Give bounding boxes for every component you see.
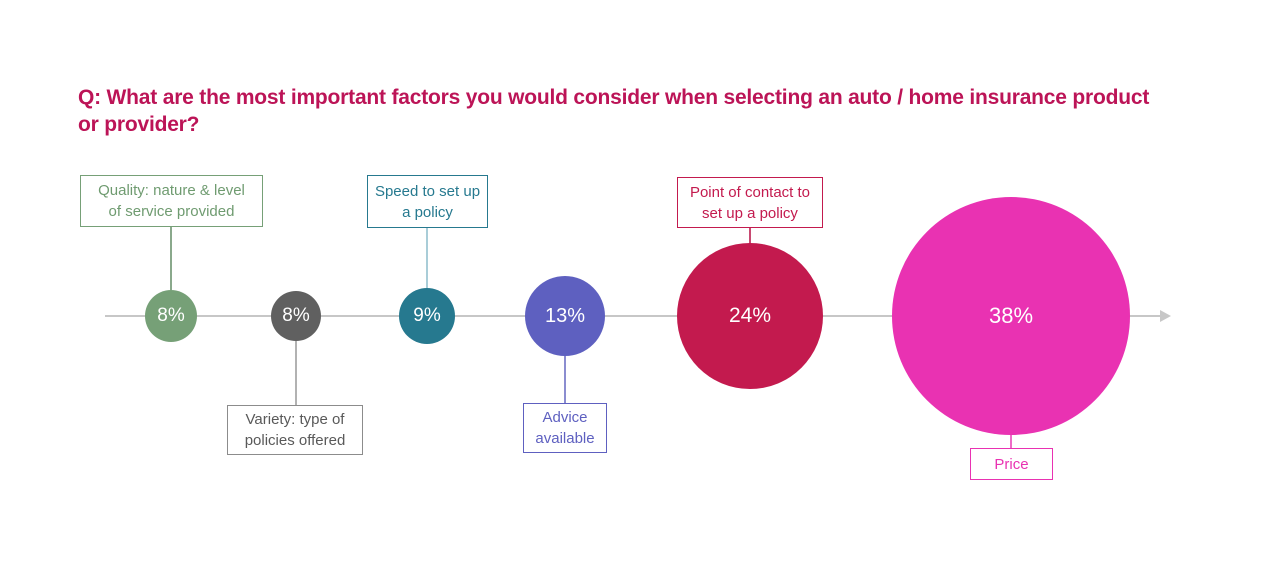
label-line: Quality: nature & level [98, 182, 245, 199]
bubble-speed: 9% [399, 288, 455, 344]
label-line: Speed to set up [374, 182, 481, 200]
label-line: of service provided [108, 203, 235, 220]
axis-line [105, 315, 1161, 317]
label-box-contact: Point of contact to set up a policy [677, 177, 823, 228]
label-box-advice: Advice available [523, 403, 607, 453]
label-box-speed: Speed to set up a policy [367, 175, 488, 228]
label-box-price: Price [970, 448, 1053, 480]
label-box-variety: Variety: type of policies offered [227, 405, 363, 455]
label-line: a policy [402, 203, 453, 221]
bubble-value-label: 24% [728, 304, 772, 327]
label-line: Point of contact to [689, 183, 811, 201]
connector-speed [426, 228, 428, 288]
connector-variety [295, 341, 297, 405]
connector-price [1010, 434, 1012, 448]
bubble-advice: 13% [525, 276, 605, 356]
connector-quality [170, 227, 172, 290]
label-line: Price [994, 455, 1029, 473]
label-line: available [535, 430, 595, 447]
bubble-value-label: 8% [282, 305, 310, 326]
label-line: policies offered [244, 432, 346, 449]
bubble-quality: 8% [145, 290, 197, 342]
bubble-variety: 8% [271, 291, 321, 341]
bubble-value-label: 8% [157, 305, 185, 326]
bubble-contact: 24% [677, 243, 823, 389]
connector-contact [749, 228, 751, 244]
bubble-price: 38% [892, 197, 1130, 435]
label-box-quality: Quality: nature & level of service provi… [80, 175, 263, 227]
bubble-value-label: 38% [988, 303, 1034, 328]
axis-arrowhead-icon [1160, 310, 1171, 322]
chart-question-title: Q: What are the most important factors y… [78, 86, 1150, 137]
label-line: Variety: type of [245, 411, 345, 428]
bubble-value-label: 13% [544, 304, 586, 327]
connector-advice [564, 356, 566, 403]
bubble-value-label: 9% [413, 305, 441, 326]
label-line: Advice [542, 409, 588, 426]
label-line: set up a policy [702, 204, 798, 222]
